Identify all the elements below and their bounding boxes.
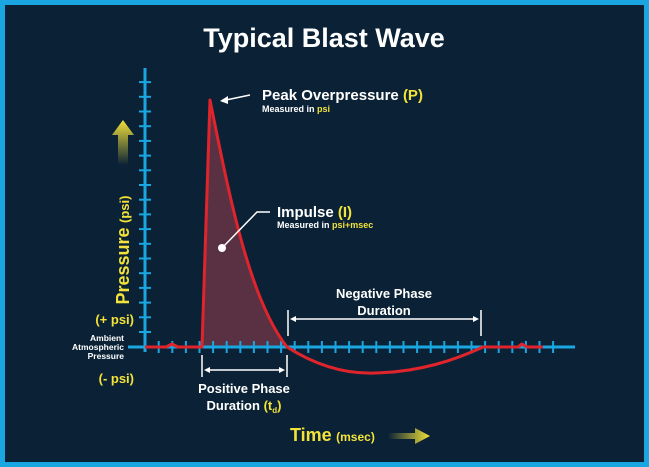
ambient-label: Ambient Atmospheric Pressure	[72, 333, 124, 361]
positive-phase-line2: Duration (td)	[207, 398, 282, 415]
impulse-pointer	[221, 211, 270, 249]
ambient-line: Pressure	[88, 351, 125, 361]
y-axis-label: Pressure (psi)	[113, 196, 133, 305]
arrow-up-icon	[112, 120, 134, 165]
peak-arrowhead-icon	[220, 96, 228, 104]
positive-phase-line1: Positive Phase	[198, 381, 290, 396]
positive-psi-label: (+ psi)	[95, 312, 134, 327]
impulse-dot	[218, 244, 226, 252]
diagram-background	[5, 5, 644, 462]
arrow-right-icon	[388, 428, 430, 444]
diagram-title: Typical Blast Wave	[203, 23, 445, 53]
peak-sub: Measured in psi	[262, 104, 330, 114]
negative-phase-bracket	[287, 310, 482, 336]
peak-label: Peak Overpressure (P)	[262, 87, 423, 104]
negative-psi-label: (- psi)	[99, 371, 134, 386]
ambient-line: Atmospheric	[72, 342, 124, 352]
negative-phase-line1: Negative Phase	[336, 286, 432, 301]
impulse-label: Impulse (I)	[277, 204, 352, 221]
positive-phase-bracket	[201, 355, 288, 377]
impulse-area	[202, 100, 287, 347]
ambient-line: Ambient	[90, 333, 124, 343]
peak-pointer	[225, 94, 251, 101]
negative-phase-line2: Duration	[357, 303, 411, 318]
x-axis-label: Time (msec)	[290, 425, 375, 445]
pressure-curve	[145, 98, 543, 375]
impulse-sub: Measured in psi+msec	[277, 220, 373, 230]
